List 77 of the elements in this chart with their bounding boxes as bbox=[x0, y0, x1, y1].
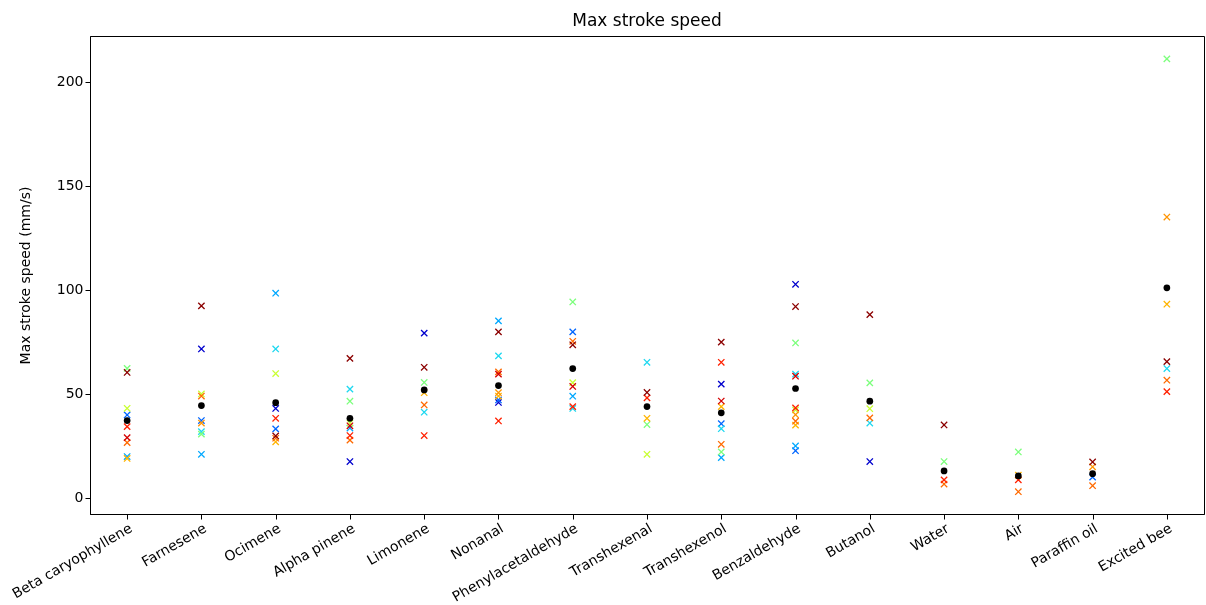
point bbox=[791, 280, 800, 289]
point bbox=[346, 397, 354, 406]
x-tick-label: Air bbox=[1001, 519, 1027, 544]
point bbox=[346, 457, 354, 466]
chart-title: Max stroke speed bbox=[572, 10, 722, 30]
point bbox=[198, 402, 205, 409]
point bbox=[420, 363, 429, 372]
point bbox=[1163, 364, 1171, 373]
point bbox=[494, 328, 503, 336]
point bbox=[792, 385, 799, 392]
point bbox=[346, 354, 354, 363]
point bbox=[271, 289, 280, 298]
point bbox=[643, 414, 651, 423]
point bbox=[494, 388, 503, 397]
point bbox=[272, 399, 280, 407]
point bbox=[791, 417, 800, 425]
point bbox=[123, 433, 131, 442]
point bbox=[940, 457, 948, 466]
point bbox=[717, 397, 726, 405]
point bbox=[197, 302, 206, 310]
point bbox=[569, 365, 577, 372]
point bbox=[717, 338, 726, 346]
point bbox=[123, 368, 131, 377]
y-tick-label: 150 bbox=[56, 177, 84, 194]
point bbox=[865, 379, 874, 387]
point bbox=[1014, 448, 1023, 456]
point bbox=[568, 298, 577, 306]
point bbox=[271, 369, 280, 378]
point bbox=[791, 339, 800, 347]
point bbox=[643, 388, 651, 397]
point bbox=[865, 457, 874, 466]
point bbox=[717, 448, 726, 456]
point bbox=[643, 403, 651, 410]
point bbox=[1089, 470, 1096, 477]
point bbox=[866, 397, 874, 405]
point bbox=[495, 382, 502, 389]
y-axis-title: Max stroke speed (mm/s) bbox=[16, 186, 33, 365]
point bbox=[1163, 284, 1171, 292]
y-tick-label: 50 bbox=[65, 385, 84, 402]
point bbox=[197, 450, 206, 459]
point bbox=[123, 417, 131, 424]
point bbox=[1163, 357, 1171, 366]
point bbox=[791, 442, 800, 450]
point bbox=[346, 414, 354, 422]
point bbox=[865, 404, 874, 413]
point bbox=[717, 409, 725, 417]
point bbox=[271, 345, 280, 353]
point bbox=[494, 317, 503, 325]
point bbox=[420, 431, 429, 440]
point bbox=[494, 417, 503, 425]
point bbox=[420, 401, 429, 409]
point bbox=[865, 419, 874, 427]
y-tick-label: 100 bbox=[56, 281, 84, 298]
point bbox=[643, 450, 651, 459]
point bbox=[1088, 481, 1097, 490]
point bbox=[494, 352, 503, 360]
point bbox=[346, 431, 354, 440]
y-tick-label: 200 bbox=[56, 73, 84, 90]
point bbox=[420, 378, 429, 387]
point bbox=[271, 404, 280, 413]
point bbox=[1088, 458, 1097, 466]
point bbox=[940, 467, 948, 475]
point bbox=[940, 476, 948, 484]
point bbox=[865, 310, 874, 319]
point bbox=[568, 341, 577, 349]
point bbox=[791, 410, 800, 419]
y-tick-label: 0 bbox=[74, 489, 84, 506]
point bbox=[568, 382, 577, 391]
point bbox=[271, 425, 280, 433]
point bbox=[1163, 213, 1171, 221]
point bbox=[123, 404, 131, 413]
point bbox=[643, 358, 651, 367]
point bbox=[123, 422, 131, 431]
point bbox=[1163, 387, 1171, 396]
point bbox=[717, 380, 726, 388]
point bbox=[197, 345, 206, 353]
point bbox=[568, 328, 577, 336]
